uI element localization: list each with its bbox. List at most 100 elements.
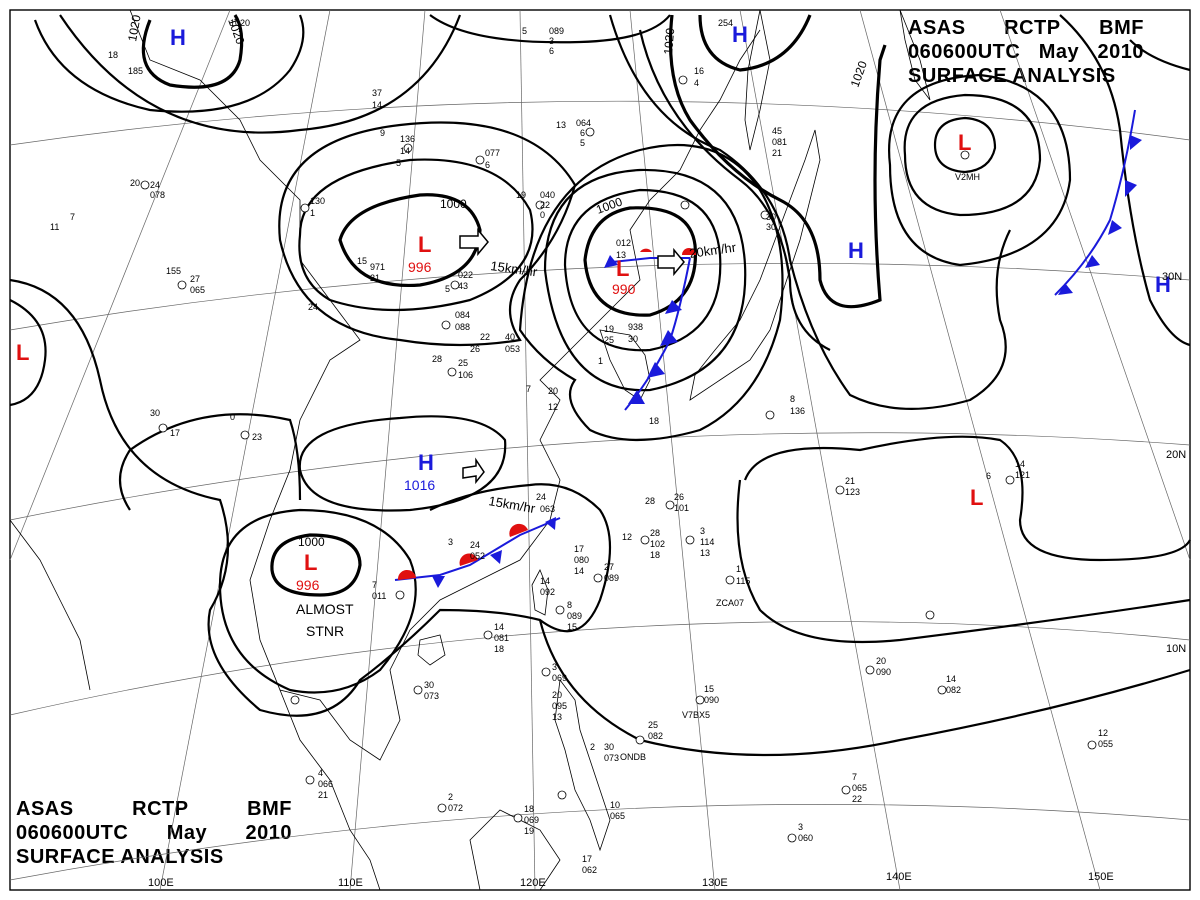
- station-number: 3: [552, 662, 557, 672]
- station-marker: [513, 813, 523, 823]
- station-marker: [960, 150, 970, 160]
- station-number: 18: [650, 550, 660, 560]
- parallel-40n: [9, 100, 1191, 146]
- low-pressure-symbol: L: [958, 130, 971, 155]
- warm-front-segment: [459, 553, 478, 566]
- station-number: 0: [540, 210, 545, 220]
- station-number: 090: [704, 695, 719, 705]
- isobar-label: 1020: [848, 59, 870, 89]
- station-number: 069: [552, 673, 567, 683]
- bulletin-code: BMF: [247, 798, 292, 820]
- station-number: 077: [485, 148, 500, 158]
- longitude-label: 120E: [520, 877, 546, 889]
- station-number: 073: [604, 753, 619, 763]
- cold-front-barb: [1058, 283, 1073, 295]
- isobar-low1-ring3: [278, 121, 577, 347]
- station-numbers: 1020 18 185 37 14 9 136 14 5 13 064 6 5 …: [50, 18, 1113, 875]
- station-number: 055: [1098, 739, 1113, 749]
- station-number: 012: [616, 238, 631, 248]
- station-number: 065: [610, 811, 625, 821]
- station-number: 17: [170, 428, 180, 438]
- map-title-block-bottom-left: ASAS RCTP BMF 060600UTC May 2010 SURFACE…: [16, 797, 292, 869]
- station-marker: [413, 685, 423, 695]
- meridian-160e: [999, 9, 1191, 561]
- station-number: 37: [372, 88, 382, 98]
- map-frame: [9, 9, 1191, 891]
- station-number: 130: [310, 196, 325, 206]
- station-number: 25: [648, 720, 658, 730]
- parallel-0: [9, 804, 1191, 881]
- station-number: 136: [790, 406, 805, 416]
- station-number: 43: [458, 281, 468, 291]
- isobar-label: 1020: [125, 13, 143, 42]
- isobar-nw-outer: [33, 14, 305, 113]
- station-number: 30: [628, 334, 638, 344]
- coastline-hainan: [417, 634, 446, 666]
- meridian-100e: [159, 9, 331, 891]
- coastline-japan: [689, 129, 821, 401]
- station-number: 18: [108, 50, 118, 60]
- station-number: 21: [318, 790, 328, 800]
- station-number: 1: [736, 564, 741, 574]
- isobar-label: 1000: [298, 535, 325, 549]
- station-number: 073: [424, 691, 439, 701]
- station-id: ZCA07: [716, 598, 744, 608]
- station-number: 28: [432, 354, 442, 364]
- station-number: 12: [1098, 728, 1108, 738]
- station-number: 28: [650, 528, 660, 538]
- station-marker: [447, 367, 457, 377]
- coastline-taiwan: [531, 569, 549, 616]
- station-number: 14: [1015, 459, 1025, 469]
- station-number: 30: [766, 212, 776, 222]
- station-number: 7: [526, 384, 531, 394]
- station-number: 082: [946, 685, 961, 695]
- isobars: [9, 14, 1191, 757]
- longitude-label: 110E: [338, 877, 363, 889]
- station-number: 254: [718, 18, 733, 28]
- station-number: 23: [252, 432, 262, 442]
- station-number: 30: [424, 680, 434, 690]
- latitude-label: 10N: [1166, 643, 1186, 655]
- station-number: 022: [458, 270, 473, 280]
- station-number: 9: [380, 128, 385, 138]
- station-number: 1: [598, 356, 603, 366]
- station-marker: [305, 775, 315, 785]
- cold-front-barb: [1130, 135, 1142, 150]
- station-number: 064: [576, 118, 591, 128]
- isobar-south-1: [119, 413, 302, 511]
- station-number: 20: [552, 690, 562, 700]
- station-number: 081: [772, 137, 787, 147]
- station-number: 072: [448, 803, 463, 813]
- station-number: 0: [230, 412, 235, 422]
- high-pressure-symbol: H: [732, 22, 748, 47]
- station-marker: [140, 180, 150, 190]
- isobar-ne-low-ring2: [903, 93, 1042, 217]
- station-number: 084: [455, 310, 470, 320]
- isobar-1000-low1: [338, 193, 482, 288]
- station-marker: [395, 590, 405, 600]
- graticule: [9, 9, 1191, 891]
- isobar-east-2: [736, 479, 1191, 644]
- latitude-label: 30N: [1162, 271, 1182, 283]
- station-number: 5: [580, 138, 585, 148]
- meridian-140e: [739, 9, 901, 891]
- station-marker: [300, 203, 310, 213]
- station-number: 6: [986, 471, 991, 481]
- high-pressure-symbol: H: [1155, 272, 1171, 297]
- station-number: 3: [448, 537, 453, 547]
- station-number: 1020: [230, 18, 250, 28]
- station-number: 011: [372, 591, 386, 601]
- station-number: 5: [396, 158, 401, 168]
- station-number: 15: [704, 684, 714, 694]
- station-number: 13: [556, 120, 566, 130]
- low-pressure-value: 996: [296, 577, 320, 593]
- station-plots: [140, 75, 1097, 843]
- station-number: 938: [628, 322, 643, 332]
- cold-front-barb: [628, 390, 645, 404]
- station-number: 30: [604, 742, 614, 752]
- station-number: 069: [524, 815, 539, 825]
- station-marker: [787, 833, 797, 843]
- station-number: 7: [70, 212, 75, 222]
- isobar-label: 1000: [594, 194, 624, 216]
- station-number: 136: [400, 134, 415, 144]
